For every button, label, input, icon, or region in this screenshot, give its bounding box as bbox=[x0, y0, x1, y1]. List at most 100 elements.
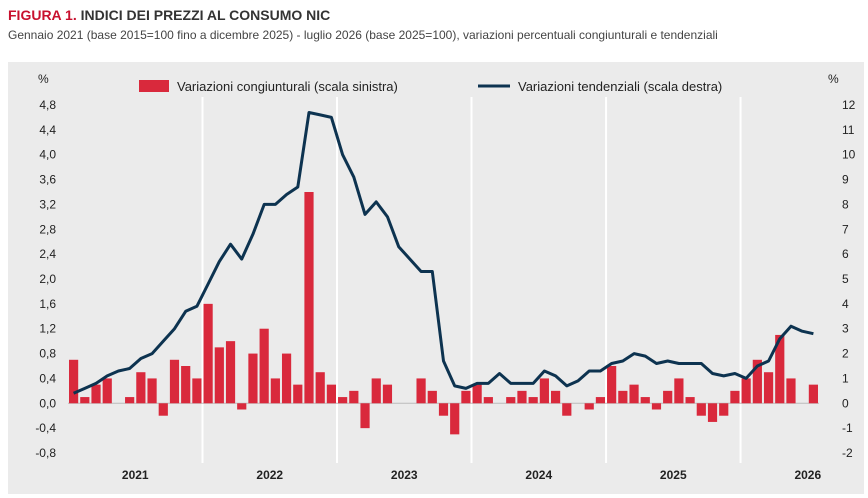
bar-congiunturale bbox=[304, 192, 314, 404]
figure-subtitle: Gennaio 2021 (base 2015=100 fino a dicem… bbox=[8, 28, 718, 42]
right-axis-tick-label: 11 bbox=[842, 123, 855, 137]
legend-line-label: Variazioni tendenziali (scala destra) bbox=[518, 79, 722, 94]
bar-congiunturale bbox=[349, 390, 359, 404]
left-axis-unit: % bbox=[38, 72, 49, 86]
bar-congiunturale bbox=[763, 372, 774, 404]
right-axis-tick-label: 6 bbox=[842, 247, 849, 261]
legend-bar-swatch bbox=[139, 80, 169, 92]
left-axis-tick-label: -0,8 bbox=[35, 446, 56, 460]
bar-congiunturale bbox=[293, 384, 303, 404]
left-axis-tick-label: 3,6 bbox=[39, 173, 56, 187]
line-tendenziale bbox=[72, 111, 814, 395]
legend-bar-label: Variazioni congiunturali (scala sinistra… bbox=[177, 79, 398, 94]
bar-congiunturale bbox=[382, 384, 393, 404]
figure-title-text: INDICI DEI PREZZI AL CONSUMO NIC bbox=[80, 7, 331, 23]
bar-congiunturale bbox=[203, 303, 213, 404]
left-axis-tick-label: 1,6 bbox=[39, 297, 56, 311]
bar-congiunturale bbox=[584, 403, 594, 410]
right-axis-tick-label: -2 bbox=[842, 446, 853, 460]
bar-congiunturale bbox=[517, 390, 527, 404]
bar-congiunturale bbox=[696, 403, 706, 416]
legend: Variazioni congiunturali (scala sinistra… bbox=[139, 79, 722, 94]
bar-congiunturale bbox=[550, 390, 561, 404]
right-axis-tick-label: 5 bbox=[842, 272, 849, 286]
left-axis-tick-label: 2,4 bbox=[39, 247, 56, 261]
bar-congiunturale bbox=[237, 403, 247, 410]
right-axis-unit: % bbox=[828, 72, 839, 86]
left-axis-tick-label: 1,2 bbox=[39, 322, 56, 336]
left-axis: 4,8 4,4 4,0 3,6 3,2 2,8 2,4 2,0 1,6 1,2 0,8 0,4 0,0 -… bbox=[35, 98, 56, 460]
bar-congiunturale bbox=[472, 384, 482, 404]
figure-label: FIGURA 1. bbox=[8, 7, 77, 23]
bar-congiunturale bbox=[741, 378, 751, 404]
bar-congiunturale bbox=[281, 353, 292, 404]
bar-congiunturale bbox=[685, 397, 695, 404]
bar-congiunturale bbox=[640, 397, 650, 404]
left-axis-tick-label: 4,8 bbox=[39, 98, 56, 112]
bar-congiunturale bbox=[651, 403, 662, 410]
bar-congiunturale bbox=[315, 372, 325, 404]
bar-congiunturale bbox=[427, 390, 437, 404]
bar-congiunturale bbox=[674, 378, 684, 404]
bar-congiunturale bbox=[192, 378, 202, 404]
left-axis-tick-label: 0,4 bbox=[39, 371, 56, 385]
line-series bbox=[72, 111, 814, 395]
bar-congiunturale bbox=[371, 378, 381, 404]
bar-congiunturale bbox=[136, 372, 146, 404]
bar-congiunturale bbox=[214, 347, 224, 404]
bar-congiunturale bbox=[450, 403, 460, 435]
right-axis-tick-label: 3 bbox=[842, 322, 849, 336]
bar-congiunturale bbox=[326, 384, 337, 404]
x-axis-year-label: 2023 bbox=[391, 468, 418, 482]
bar-congiunturale bbox=[125, 397, 135, 404]
left-axis-tick-label: 0,8 bbox=[39, 347, 56, 361]
bar-congiunturale bbox=[629, 384, 639, 404]
bar-congiunturale bbox=[461, 390, 471, 404]
x-axis: 2021 2022 2023 2024 2025 2026 bbox=[122, 468, 822, 482]
bar-congiunturale bbox=[786, 378, 796, 404]
bar-series bbox=[69, 192, 818, 435]
bar-congiunturale bbox=[80, 397, 90, 404]
left-axis-tick-label: -0,4 bbox=[35, 421, 56, 435]
x-axis-year-label: 2022 bbox=[256, 468, 283, 482]
bar-congiunturale bbox=[483, 397, 493, 404]
bar-congiunturale bbox=[562, 403, 572, 416]
bar-congiunturale bbox=[595, 397, 606, 404]
bar-congiunturale bbox=[248, 353, 258, 404]
x-axis-year-label: 2025 bbox=[660, 468, 687, 482]
right-axis-tick-label: 4 bbox=[842, 297, 849, 311]
bar-congiunturale bbox=[539, 378, 549, 404]
right-axis-tick-label: 9 bbox=[842, 173, 849, 187]
bar-congiunturale bbox=[158, 403, 168, 416]
left-axis-tick-label: 2,8 bbox=[39, 222, 56, 236]
right-axis-tick-label: 12 bbox=[842, 98, 856, 112]
bar-congiunturale bbox=[730, 390, 740, 404]
left-axis-tick-label: 0,0 bbox=[39, 396, 56, 410]
bar-congiunturale bbox=[618, 390, 628, 404]
bar-congiunturale bbox=[91, 384, 101, 404]
right-axis-tick-label: 7 bbox=[842, 222, 849, 236]
left-axis-tick-label: 3,2 bbox=[39, 197, 56, 211]
bar-congiunturale bbox=[259, 328, 269, 404]
right-axis-tick-label: 10 bbox=[842, 148, 856, 162]
right-axis-tick-label: 0 bbox=[842, 396, 849, 410]
bar-congiunturale bbox=[707, 403, 718, 422]
bar-congiunturale bbox=[775, 334, 785, 404]
bar-congiunturale bbox=[752, 359, 762, 404]
bar-congiunturale bbox=[607, 366, 617, 404]
x-axis-year-label: 2026 bbox=[794, 468, 821, 482]
bar-congiunturale bbox=[416, 378, 426, 404]
bar-congiunturale bbox=[360, 403, 370, 429]
bar-congiunturale bbox=[438, 403, 449, 416]
right-axis-tick-label: 2 bbox=[842, 347, 849, 361]
bar-congiunturale bbox=[506, 397, 516, 404]
right-axis-tick-label: -1 bbox=[842, 421, 853, 435]
bar-congiunturale bbox=[147, 378, 157, 404]
bar-congiunturale bbox=[169, 359, 180, 404]
bar-congiunturale bbox=[181, 366, 191, 404]
x-axis-year-label: 2021 bbox=[122, 468, 149, 482]
bar-congiunturale bbox=[338, 397, 348, 404]
figure-title: FIGURA 1. INDICI DEI PREZZI AL CONSUMO N… bbox=[8, 7, 330, 23]
bar-congiunturale bbox=[102, 378, 112, 404]
right-axis-tick-label: 8 bbox=[842, 197, 849, 211]
